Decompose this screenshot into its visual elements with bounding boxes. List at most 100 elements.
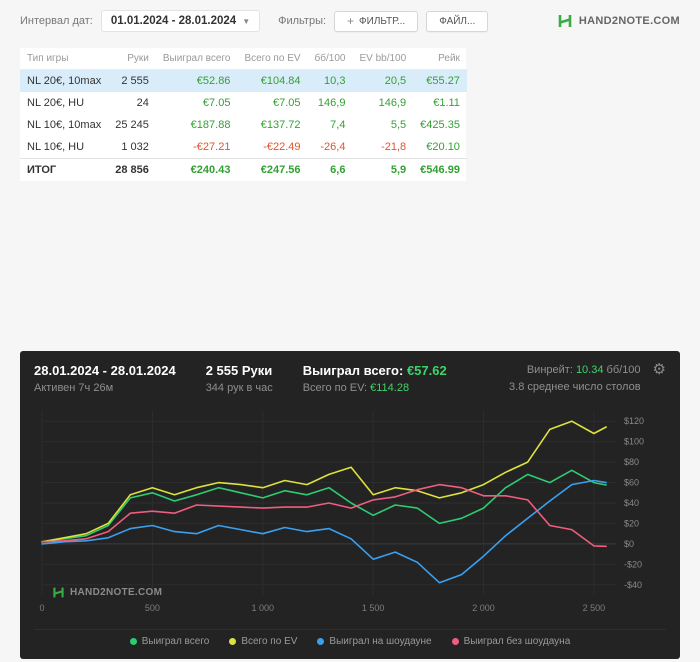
hand2note-h-icon [53,587,64,598]
legend-label: Выиграл на шоудауне [329,636,432,647]
hand2note-h-icon [558,15,572,27]
panel-date-range: 28.01.2024 - 28.01.2024 [34,363,176,378]
legend-dot-icon [317,638,325,645]
cell-game: NL 10€, HU [27,141,85,153]
cell-hands: 28 856 [108,158,156,181]
legend-dot-icon [229,638,237,645]
file-button-label: ФАЙЛ... [439,15,476,27]
cell-bb100: 10,3 [307,69,353,92]
toolbar: Интервал дат: 01.01.2024 - 28.01.2024 ▼ … [0,0,700,38]
panel-hands: 2 555 Руки [205,363,273,378]
cell-hands: 2 555 [108,69,156,92]
panel-active-time: Активен 7ч 26м [34,382,114,394]
won-label: Выиграл всего: [302,363,404,378]
col-bb100: бб/100 [307,48,353,70]
cell-won: €7.05 [202,97,231,109]
svg-text:$120: $120 [624,416,644,426]
add-filter-button[interactable]: + ФИЛЬТР... [334,10,419,32]
chart-canvas[interactable]: 0 500 1 000 1 500 2 000 2 500 $120 $100 $80 $60 $4… [34,401,670,629]
cell-rake: €55.27 [413,69,467,92]
cell-bb100: 6,6 [307,158,353,181]
filter-button-label: ФИЛЬТР... [359,15,406,27]
col-game-type: Тип игры [20,48,109,70]
col-hands: Руки [108,48,156,70]
cell-rake: €1.11 [433,97,460,109]
cell-bb100: 146,9 [317,97,346,109]
cell-hands: 24 [136,97,149,109]
cell-game: NL 10€, 10max [27,119,102,131]
legend-item[interactable]: Всего по EV [229,636,297,647]
settings-gear-icon[interactable]: ⚙ [652,361,666,378]
svg-text:-$40: -$40 [624,580,642,590]
cell-evbb100: 5,9 [352,158,414,181]
svg-text:-$20: -$20 [624,559,642,569]
svg-text:$20: $20 [624,518,639,528]
won-value: €57.62 [406,363,447,378]
cell-rake: €20.10 [426,141,460,153]
table-row[interactable]: NL 20€, HU 24 €7.05 €7.05 146,9 146,9 €1… [20,92,467,114]
cell-rake: €546.99 [413,158,467,181]
avg-tables: 3.8 среднее число столов [509,381,641,393]
stats-table: Тип игры Руки Выиграл всего Всего по EV … [20,48,467,181]
winrate-value: 10.34 [575,364,604,376]
chart-legend: Выиграл всего Всего по EV Выиграл на шоуда… [34,629,666,651]
legend-label: Выиграл без шоудауна [463,636,571,647]
cell-bb100: 7,4 [330,119,346,131]
panel-header: 28.01.2024 - 28.01.2024 Активен 7ч 26м 2… [34,362,666,397]
cell-game: ИТОГ [20,158,109,181]
col-rake: Рейк [413,48,467,70]
filters-label: Фильтры: [278,15,327,27]
stats-table-card: Тип игры Руки Выиграл всего Всего по EV … [20,48,467,181]
cell-evbb100: -21,8 [381,141,407,153]
cell-hands: 1 032 [121,141,149,153]
svg-text:500: 500 [145,603,160,613]
legend-dot-icon [129,638,137,645]
legend-item[interactable]: Выиграл без шоудауна [451,636,571,647]
hand2note-logo: HAND2NOTE.COM [557,13,680,29]
cell-game: NL 20€, 10max [20,69,109,92]
table-header-row: Тип игры Руки Выиграл всего Всего по EV … [20,48,467,70]
date-interval-label: Интервал дат: [20,15,93,27]
ev-label: Всего по EV: [302,382,368,394]
cell-game: NL 20€, HU [27,97,85,109]
col-won-total: Выиграл всего [155,48,238,70]
svg-text:0: 0 [39,603,44,613]
chevron-down-icon: ▼ [242,16,251,26]
cell-ev: €7.05 [273,97,301,109]
table-row[interactable]: NL 10€, HU 1 032 -€27.21 -€22.49 -26,4 -… [20,136,467,159]
panel-hands-per-hour: 344 рук в час [205,382,273,394]
legend-item[interactable]: Выиграл на шоудауне [317,636,432,647]
ev-value: €114.28 [370,382,410,394]
cell-rake: €425.35 [420,119,460,131]
winrate-unit: бб/100 [606,364,641,376]
session-panel: 28.01.2024 - 28.01.2024 Активен 7ч 26м 2… [20,351,680,659]
cell-won: €240.43 [155,158,238,181]
winrate-label: Винрейт: [526,364,573,376]
table-total-row[interactable]: ИТОГ 28 856 €240.43 €247.56 6,6 5,9 €546… [20,158,467,181]
legend-dot-icon [451,638,459,645]
svg-text:2 500: 2 500 [583,603,606,613]
table-row[interactable]: NL 10€, 10max 25 245 €187.88 €137.72 7,4… [20,114,467,136]
date-range-value: 01.01.2024 - 28.01.2024 [110,15,237,27]
cell-ev: -€22.49 [263,141,301,153]
winnings-chart: 0 500 1 000 1 500 2 000 2 500 $120 $100 $80 $60 $4… [34,401,666,629]
cell-ev: €247.56 [237,158,308,181]
svg-text:$100: $100 [624,437,644,447]
legend-item[interactable]: Выиграл всего [129,636,209,647]
cell-evbb100: 5,5 [390,119,407,131]
cell-won: €187.88 [190,119,231,131]
file-button[interactable]: ФАЙЛ... [426,10,489,32]
cell-bb100: -26,4 [320,141,346,153]
cell-ev: €137.72 [260,119,301,131]
date-range-selector[interactable]: 01.01.2024 - 28.01.2024 ▼ [100,10,261,32]
svg-text:2 000: 2 000 [472,603,495,613]
cell-won: €52.86 [155,69,238,92]
svg-text:$0: $0 [624,539,634,549]
table-row[interactable]: NL 20€, 10max 2 555 €52.86 €104.84 10,3 … [20,69,467,92]
svg-text:$80: $80 [624,457,639,467]
brand-text: HAND2NOTE.COM [578,15,680,27]
plus-icon: + [347,14,355,28]
col-ev-bb100: EV bb/100 [352,48,414,70]
cell-won: -€27.21 [193,141,231,153]
cell-hands: 25 245 [115,119,149,131]
